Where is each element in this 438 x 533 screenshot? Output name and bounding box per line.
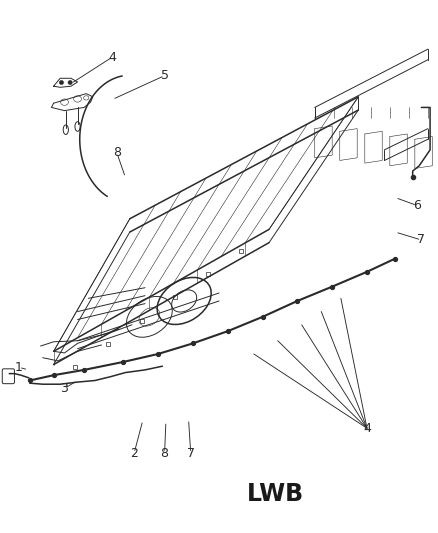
Text: 2: 2: [130, 447, 138, 459]
Text: 8: 8: [113, 146, 121, 159]
Text: 5: 5: [161, 69, 169, 82]
Ellipse shape: [59, 80, 64, 85]
Text: LWB: LWB: [247, 482, 304, 506]
Text: 7: 7: [417, 233, 425, 246]
Text: 3: 3: [60, 382, 68, 395]
Text: 6: 6: [413, 199, 421, 212]
Text: 4: 4: [363, 422, 371, 435]
Text: 7: 7: [187, 447, 195, 459]
Text: 4: 4: [109, 51, 117, 63]
Ellipse shape: [68, 80, 72, 85]
Text: 1: 1: [15, 361, 23, 374]
Text: 8: 8: [161, 447, 169, 459]
